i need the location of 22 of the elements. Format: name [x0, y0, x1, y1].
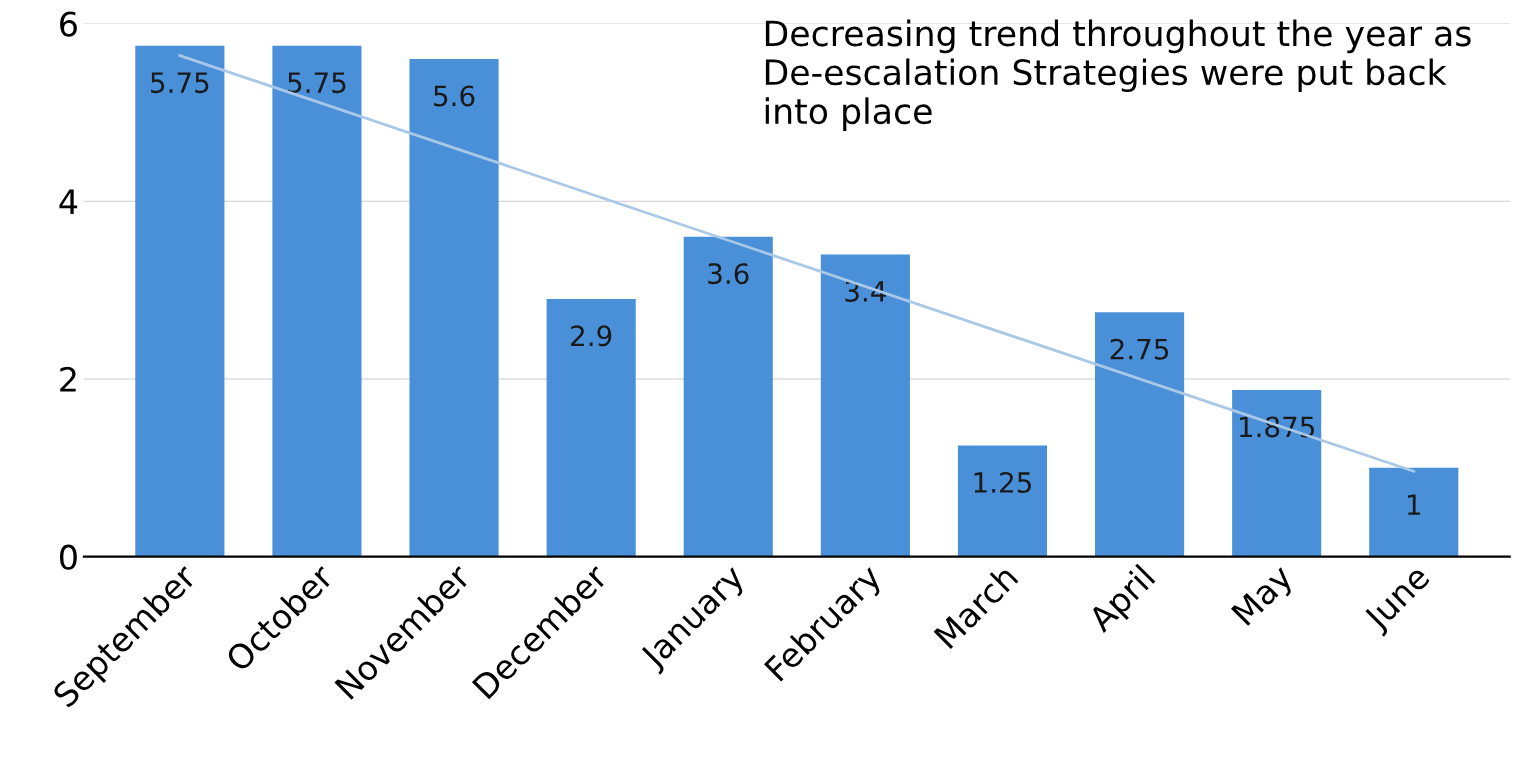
- data-label: 5.6: [434, 85, 475, 107]
- data-label: 5.75: [288, 72, 346, 94]
- data-label: 2.75: [1110, 338, 1169, 360]
- y-tick-label: 4: [59, 189, 78, 214]
- bar: [272, 45, 362, 557]
- bar: [1095, 312, 1185, 557]
- y-tick-label: 2: [60, 366, 76, 392]
- bar: [957, 445, 1048, 557]
- bar: [820, 254, 910, 557]
- bar: [1232, 390, 1322, 557]
- bar: [546, 298, 636, 557]
- data-label: 3.6: [708, 263, 749, 285]
- annotation: Decreasing trend throughout the year as De-escalation Strategies were put back into place: [765, 19, 1471, 131]
- y-tick-label: 6: [60, 11, 77, 37]
- bar: [135, 45, 225, 557]
- data-label: 5.75: [151, 72, 209, 94]
- data-label: 1: [1407, 494, 1421, 515]
- data-label: 1.25: [974, 471, 1031, 493]
- bar: [683, 236, 773, 557]
- bar: [409, 59, 499, 557]
- bar: [1369, 467, 1459, 557]
- data-label: 2.9: [571, 325, 612, 347]
